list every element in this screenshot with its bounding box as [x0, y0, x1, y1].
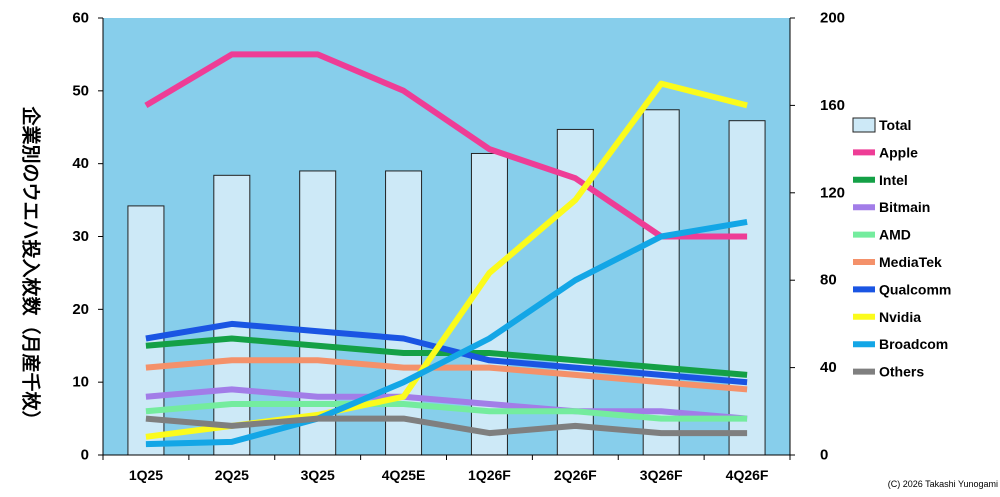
bar-total-4q25e	[385, 170, 423, 456]
legend-label-total: Total	[879, 117, 911, 133]
legend-label-intel: Intel	[879, 172, 908, 188]
x-tick-label-4q25e: 4Q25E	[382, 467, 426, 483]
legend-label-broadcom: Broadcom	[879, 336, 948, 352]
x-tick-label-1q26f: 1Q26F	[468, 467, 511, 483]
series-line-intel	[145, 335, 748, 378]
legend-label-amd: AMD	[879, 227, 911, 243]
right-tick-label: 120	[820, 184, 845, 201]
y-axis-title: 企業別のウエハ投入枚数（月産千枚）	[20, 105, 43, 429]
left-tick-label: 40	[72, 155, 89, 172]
right-tick-label: 160	[820, 97, 845, 114]
legend-label-nvidia: Nvidia	[879, 309, 921, 325]
left-tick-label: 10	[72, 374, 89, 391]
x-tick-label-2q25: 2Q25	[215, 467, 249, 483]
copyright-notice: (C) 2026 Takashi Yunogami	[888, 479, 998, 489]
legend-label-bitmain: Bitmain	[879, 199, 930, 215]
legend-label-apple: Apple	[879, 144, 918, 160]
x-tick-label-3q25: 3Q25	[301, 467, 335, 483]
series-line-mediatek	[145, 357, 748, 393]
x-tick-label-3q26f: 3Q26F	[640, 467, 683, 483]
legend-label-qualcomm: Qualcomm	[879, 281, 951, 297]
right-tick-label: 40	[820, 359, 837, 376]
bar-total-3q25	[299, 170, 337, 456]
left-tick-label: 20	[72, 301, 89, 318]
right-tick-label: 200	[820, 10, 845, 27]
legend-label-mediatek: MediaTek	[879, 254, 942, 270]
left-tick-label: 60	[72, 10, 89, 27]
series-line-broadcom	[145, 218, 748, 448]
right-tick-label: 80	[820, 272, 837, 289]
bar-total-3q26f	[642, 109, 680, 456]
x-tick-label-1q25: 1Q25	[129, 467, 163, 483]
bar-total-4q26f	[728, 120, 766, 456]
legend-swatch-total	[852, 117, 876, 133]
x-tick-label-2q26f: 2Q26F	[554, 467, 597, 483]
series-line-bitmain	[145, 386, 748, 422]
legend-label-others: Others	[879, 364, 924, 380]
series-line-amd	[145, 401, 748, 422]
left-tick-label: 50	[72, 82, 89, 99]
bar-total-1q25	[127, 205, 165, 456]
left-tick-label: 30	[72, 228, 89, 245]
bar-total-2q25	[213, 174, 251, 456]
right-tick-label: 0	[820, 447, 828, 464]
left-tick-label: 0	[81, 447, 89, 464]
x-tick-label-4q26f: 4Q26F	[726, 467, 769, 483]
series-line-apple	[144, 51, 748, 240]
series-line-others	[145, 415, 748, 437]
series-line-qualcomm	[145, 320, 748, 386]
